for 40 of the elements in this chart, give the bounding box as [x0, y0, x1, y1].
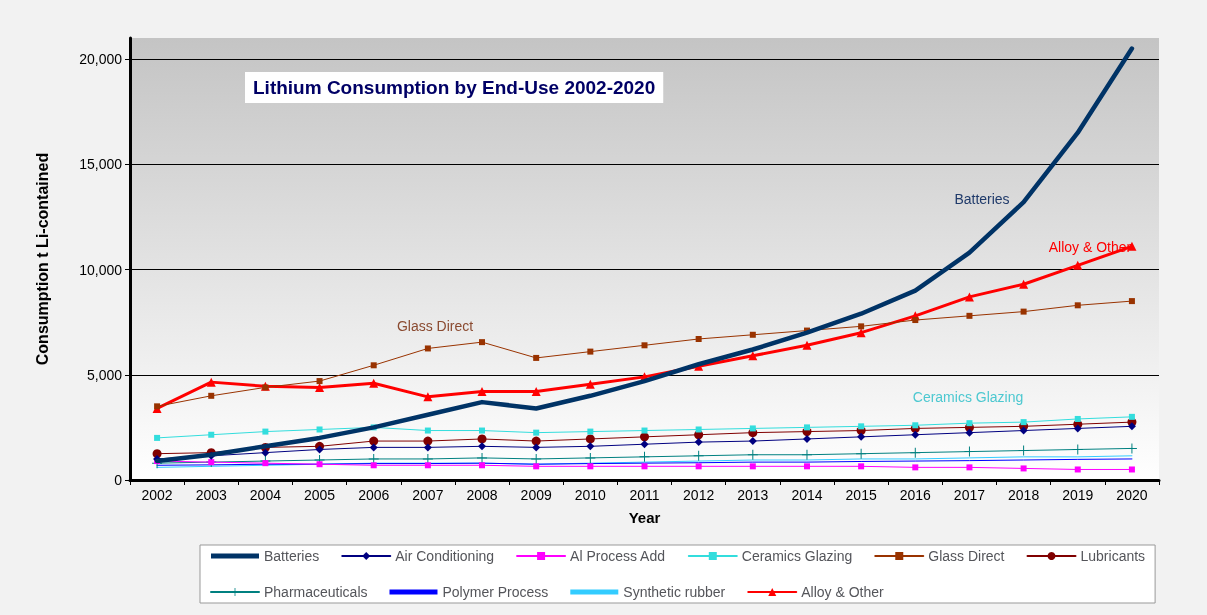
annotation: Glass Direct: [396, 318, 474, 334]
y-tick-label: 20,000: [79, 51, 123, 68]
x-tick-label: 2018: [1008, 487, 1040, 503]
y-axis-title: Consumption t Li-contained: [33, 152, 51, 366]
y-tick-label: 10,000: [79, 261, 123, 278]
x-tick-label: 2011: [629, 487, 660, 503]
x-tick-label: 2010: [574, 487, 607, 503]
text: Lithium Consumption by End-Use 2002-2020: [253, 77, 656, 98]
x-tick-label: 2020: [1116, 487, 1148, 503]
y-tick-label: 5,000: [86, 366, 123, 383]
y-tick-label: 0: [114, 472, 123, 488]
x-tick-label: 2016: [899, 487, 932, 503]
legend-label: Glass Direct: [928, 548, 1005, 564]
x-tick-label: 2002: [141, 487, 173, 503]
legend-label: Batteries: [264, 548, 320, 564]
x-tick-label: 2007: [412, 487, 444, 503]
x-tick-label: 2004: [249, 487, 282, 503]
x-tick-label: 2017: [953, 487, 986, 503]
annotation: Batteries: [954, 191, 1010, 207]
x-tick-label: 2012: [683, 487, 715, 503]
x-tick-label: 2015: [845, 487, 877, 503]
x-tick-label: 2013: [737, 487, 769, 503]
legend-label: Al Process Add: [570, 548, 666, 564]
legend-label: Polymer Process: [442, 584, 549, 600]
x-tick-label: 2005: [303, 487, 336, 503]
x-tick-label: 2014: [791, 487, 823, 503]
annotation: Ceramics Glazing: [912, 389, 1024, 405]
legend-label: Lubricants: [1080, 548, 1146, 564]
y-tick-label: 15,000: [79, 156, 123, 173]
x-tick-label: 2009: [520, 487, 552, 503]
x-tick-label: 2006: [358, 487, 390, 503]
legend-label: Alloy & Other: [801, 584, 885, 600]
legend-label: Air Conditioning: [395, 548, 495, 564]
legend-label: Synthetic rubber: [623, 584, 726, 600]
x-tick-label: 2008: [466, 487, 498, 503]
x-tick-label: 2019: [1062, 487, 1094, 503]
legend-label: Ceramics Glazing: [741, 548, 853, 564]
x-tick-label: 2003: [195, 487, 228, 503]
legend-label: Pharmaceuticals: [264, 584, 368, 600]
x-axis-title: Year: [628, 509, 661, 526]
